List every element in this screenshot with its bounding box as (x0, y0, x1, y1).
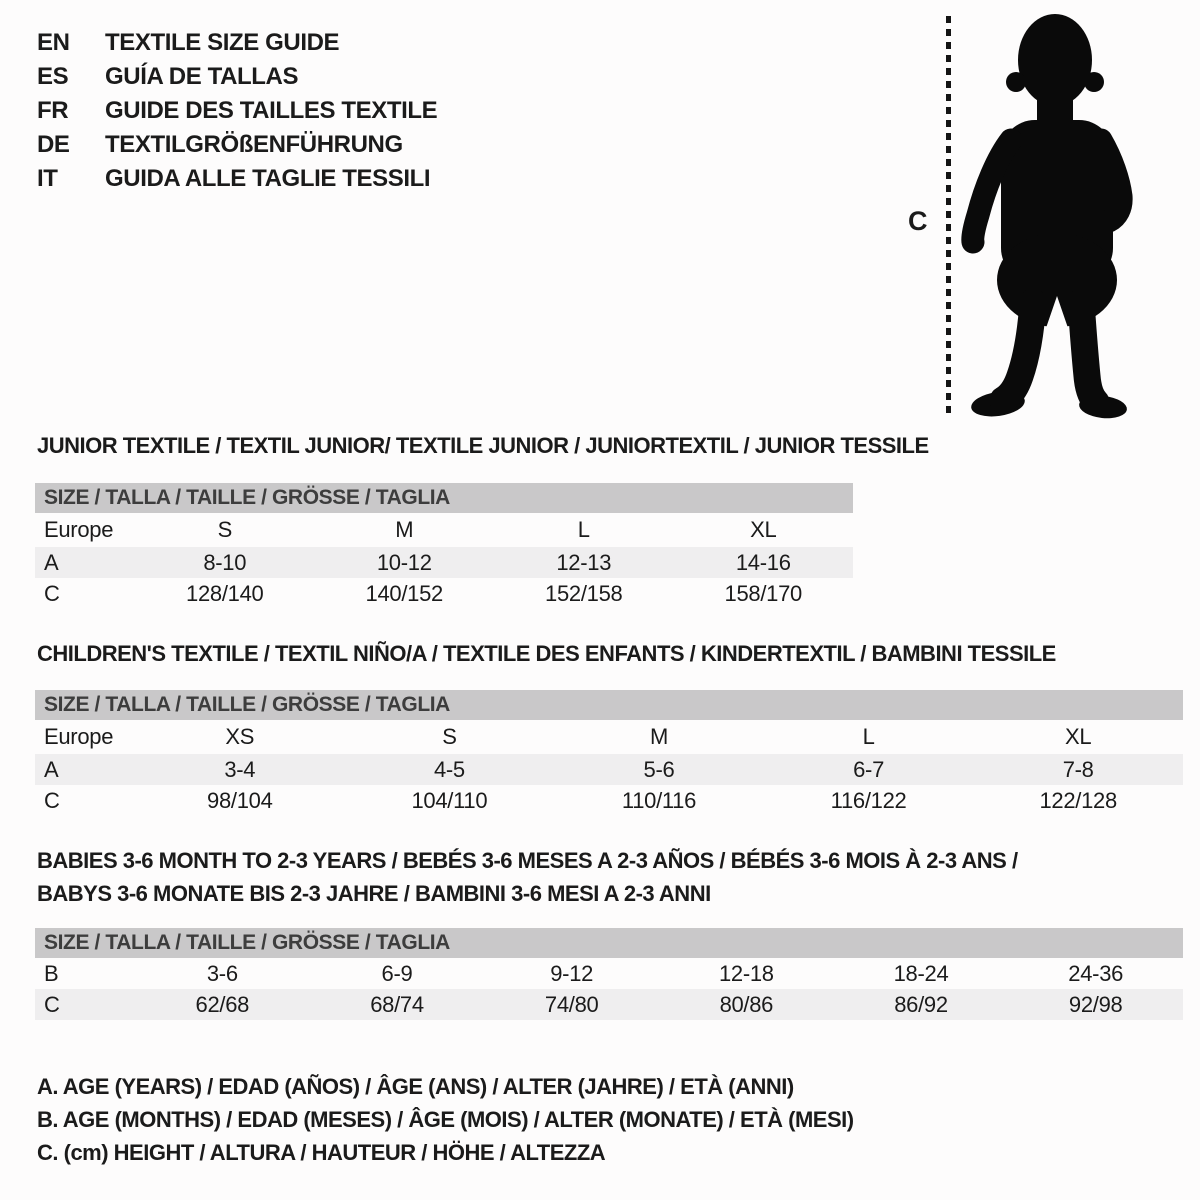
cell: 104/110 (411, 787, 488, 813)
cell: 5-6 (643, 756, 675, 782)
cell: 158/170 (724, 580, 803, 606)
cell: 3-4 (224, 756, 256, 782)
column-header: Europe (44, 517, 114, 542)
babies-title-line1: BABIES 3-6 MONTH TO 2-3 YEARS / BEBÉS 3-… (37, 848, 1018, 873)
cell: 110/116 (621, 787, 697, 813)
column-header: XL (1065, 724, 1092, 749)
junior-section-title: JUNIOR TEXTILE / TEXTIL JUNIOR/ TEXTILE … (37, 433, 929, 458)
cell: 92/98 (1068, 991, 1123, 1017)
cell: 86/92 (894, 991, 948, 1017)
cell: 10-12 (376, 549, 432, 575)
row-label: C (44, 580, 60, 606)
table-row-a: A 3-4 4-5 5-6 6-7 7-8 (35, 754, 1183, 785)
cell: 152/158 (545, 580, 623, 606)
cell: 140/152 (365, 580, 444, 606)
cell: 122/128 (1039, 787, 1117, 813)
row-label: C (44, 787, 60, 813)
junior-size-table: SIZE / TALLA / TAILLE / GRÖSSE / TAGLIA … (35, 483, 853, 609)
row-label: A (44, 756, 59, 782)
lang-label: GUIDE DES TAILLES TEXTILE (105, 97, 438, 124)
table-row-c: C 128/140 140/152 152/158 158/170 (35, 578, 853, 609)
height-measure-dashed-line (946, 16, 951, 416)
column-header: S (442, 724, 457, 749)
table-header-row: Europe XS S M L XL (35, 720, 1183, 754)
cell: 128/140 (186, 580, 264, 606)
column-header: XS (225, 724, 255, 749)
cell: 3-6 (206, 960, 238, 986)
cell: 68/74 (370, 991, 424, 1017)
cell: 4-5 (433, 756, 465, 782)
children-section-title: CHILDREN'S TEXTILE / TEXTIL NIÑO/A / TEX… (37, 641, 1056, 666)
cell: 6-7 (853, 756, 885, 782)
language-list: EN TEXTILE SIZE GUIDE ES GUÍA DE TALLAS … (37, 26, 438, 196)
babies-title-line2: BABYS 3-6 MONATE BIS 2-3 JAHRE / BAMBINI… (37, 881, 711, 906)
cell: 18-24 (893, 960, 949, 986)
lang-code: IT (37, 165, 58, 192)
column-header: M (395, 517, 414, 542)
column-header: XL (750, 517, 777, 542)
cell: 6-9 (381, 960, 413, 986)
lang-label: GUIDA ALLE TAGLIE TESSILI (105, 165, 431, 192)
measurement-legend: A. AGE (YEARS) / EDAD (AÑOS) / ÂGE (ANS)… (37, 1070, 854, 1169)
lang-code: DE (37, 131, 70, 158)
lang-code: EN (37, 29, 70, 56)
cell: 116/122 (830, 787, 907, 813)
cell: 24-36 (1068, 960, 1124, 986)
column-header: M (649, 724, 668, 749)
column-header: S (217, 517, 233, 542)
row-label: C (44, 991, 60, 1017)
lang-row-de: DE TEXTILGRÖßENFÜHRUNG (37, 128, 437, 162)
table-row-c: C 62/68 68/74 74/80 80/86 86/92 92/98 (35, 989, 1183, 1020)
legend-line-b: B. AGE (MONTHS) / EDAD (MESES) / ÂGE (MO… (37, 1107, 854, 1132)
size-header-bar: SIZE / TALLA / TAILLE / GRÖSSE / TAGLIA (35, 690, 1183, 720)
cell: 12-13 (556, 549, 612, 575)
lang-label: TEXTILE SIZE GUIDE (105, 29, 340, 56)
cell: 14-16 (735, 549, 791, 575)
table-header-row: Europe S M L XL (35, 513, 853, 547)
lang-row-fr: FR GUIDE DES TAILLES TEXTILE (37, 94, 438, 128)
cell: 7-8 (1062, 756, 1094, 782)
table-row-b: B 3-6 6-9 9-12 12-18 18-24 24-36 (35, 958, 1183, 989)
cell: 80/86 (719, 991, 774, 1017)
lang-code: FR (37, 97, 69, 124)
lang-row-it: IT GUIDA ALLE TAGLIE TESSILI (37, 162, 437, 196)
cell: 9-12 (550, 960, 594, 986)
column-header: L (577, 517, 590, 542)
cell: 62/68 (195, 991, 250, 1017)
children-size-table: SIZE / TALLA / TAILLE / GRÖSSE / TAGLIA … (35, 690, 1183, 816)
toddler-silhouette-icon (961, 14, 1133, 419)
table-row-a: A 8-10 10-12 12-13 14-16 (35, 547, 853, 578)
lang-row-es: ES GUÍA DE TALLAS (37, 60, 437, 94)
lang-label: TEXTILGRÖßENFÜHRUNG (105, 131, 403, 158)
legend-line-c: C. (cm) HEIGHT / ALTURA / HAUTEUR / HÖHE… (37, 1140, 606, 1165)
column-header: L (862, 724, 875, 749)
row-label: B (44, 960, 59, 986)
size-header-bar: SIZE / TALLA / TAILLE / GRÖSSE / TAGLIA (35, 928, 1183, 958)
babies-section-title: BABIES 3-6 MONTH TO 2-3 YEARS / BEBÉS 3-… (37, 844, 1018, 910)
legend-line-a: A. AGE (YEARS) / EDAD (AÑOS) / ÂGE (ANS)… (37, 1074, 794, 1099)
height-measure-label-c: C (908, 206, 928, 236)
lang-code: ES (37, 63, 69, 90)
table-row-c: C 98/104 104/110 110/116 116/122 122/128 (35, 785, 1183, 816)
cell: 74/80 (544, 991, 599, 1017)
babies-size-table: SIZE / TALLA / TAILLE / GRÖSSE / TAGLIA … (35, 928, 1183, 1020)
row-label: A (44, 549, 59, 575)
column-header: Europe (44, 724, 114, 749)
lang-row-en: EN TEXTILE SIZE GUIDE (37, 26, 437, 60)
cell: 12-18 (718, 960, 774, 986)
size-header-bar: SIZE / TALLA / TAILLE / GRÖSSE / TAGLIA (35, 483, 853, 513)
lang-label: GUÍA DE TALLAS (105, 63, 299, 90)
cell: 8-10 (203, 549, 247, 575)
cell: 98/104 (207, 787, 273, 813)
